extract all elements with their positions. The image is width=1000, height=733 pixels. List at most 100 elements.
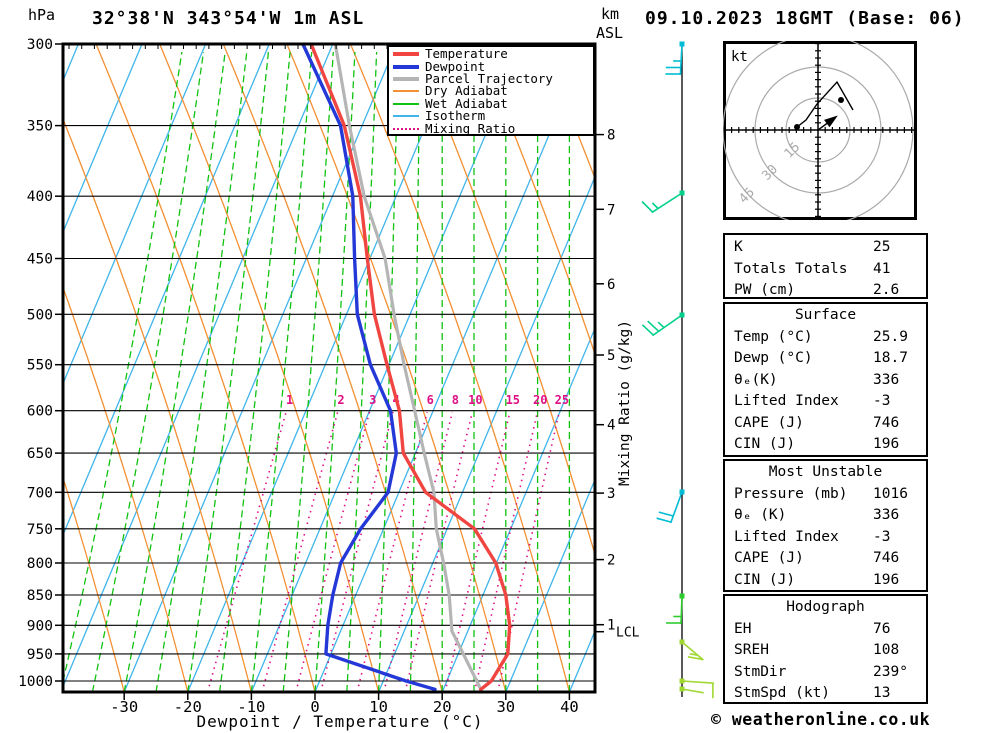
dewpoint-curve bbox=[301, 44, 437, 692]
stat-value: 196 bbox=[873, 436, 900, 452]
stat-label: EH bbox=[734, 620, 752, 637]
mixing-ratio-value-label: 20 bbox=[533, 393, 547, 407]
hodograph-ticks bbox=[723, 42, 913, 217]
mixing-ratio-value-label: 1 bbox=[286, 393, 293, 407]
legend-item: Wet Adiabat bbox=[393, 97, 593, 110]
stat-row: θₑ (K) 336 bbox=[725, 504, 926, 526]
pressure-tick-label: 800 bbox=[27, 556, 53, 572]
stat-label: CAPE (J) bbox=[734, 550, 804, 566]
stat-value: 746 bbox=[873, 414, 900, 431]
temperature-tick-label: 20 bbox=[433, 698, 452, 716]
stat-row: PW (cm) 2.6 bbox=[725, 279, 926, 301]
stat-value: 239° bbox=[873, 663, 908, 680]
stat-row: StmSpd (kt) 13 bbox=[725, 682, 926, 704]
wind-barb bbox=[665, 41, 685, 76]
stat-value: 13 bbox=[873, 685, 891, 701]
legend-line-sample bbox=[393, 102, 419, 105]
km-tick-label: 7 bbox=[607, 202, 615, 218]
pressure-tick-label: 750 bbox=[27, 522, 53, 538]
hodograph-plot: 15 30 45 kt bbox=[723, 41, 917, 220]
altitude-axis-unit-asl: ASL bbox=[596, 24, 624, 42]
legend-item: Mixing Ratio bbox=[393, 122, 593, 134]
most-unstable-panel: Most Unstable Pressure (mb) 1016 θₑ (K) … bbox=[723, 459, 928, 592]
legend-line-sample bbox=[393, 90, 419, 93]
km-tick-label: 4 bbox=[607, 418, 615, 434]
stat-label: Totals Totals bbox=[734, 260, 848, 277]
stat-label: CAPE (J) bbox=[734, 414, 804, 431]
x-axis-title: Dewpoint / Temperature (°C) bbox=[196, 712, 484, 731]
stat-label: SREH bbox=[734, 642, 769, 658]
km-tick-label: 1 bbox=[607, 618, 615, 634]
mixing-ratio-value-label: 8 bbox=[452, 393, 459, 407]
stat-row: CAPE (J) 746 bbox=[725, 412, 926, 434]
stat-row: CIN (J) 196 bbox=[725, 569, 926, 591]
mixing-ratio-value-label: 2 bbox=[337, 393, 344, 407]
stability-indices-panel: K 25 Totals Totals 41 PW (cm) 2.6 bbox=[723, 233, 928, 299]
mixing-ratio-lines bbox=[206, 411, 560, 692]
stat-value: 18.7 bbox=[873, 350, 908, 366]
stat-label: StmDir bbox=[734, 663, 787, 680]
mixing-ratio-value-label: 6 bbox=[427, 393, 434, 407]
km-tick-label: 3 bbox=[607, 486, 615, 502]
mixing-ratio-value-label: 15 bbox=[506, 393, 520, 407]
wind-barb bbox=[679, 686, 704, 694]
hodograph-dot bbox=[838, 97, 844, 103]
stat-value: 336 bbox=[873, 507, 900, 523]
wind-barb-column bbox=[641, 41, 714, 699]
wind-barb bbox=[679, 678, 714, 699]
pressure-tick-label: 1000 bbox=[18, 674, 53, 690]
stat-label: θₑ (K) bbox=[734, 507, 787, 523]
temperature-tick-label: 0 bbox=[310, 698, 319, 716]
hodograph-dot bbox=[794, 124, 800, 130]
storm-motion-arrowhead bbox=[824, 115, 838, 128]
km-tick-label: 6 bbox=[607, 277, 615, 293]
temperature-axis: -30 -20 -10 0 10 20 30 40 bbox=[110, 692, 579, 716]
pressure-tick-label: 850 bbox=[27, 588, 53, 604]
pressure-axis-unit: hPa bbox=[28, 6, 56, 24]
wind-barb bbox=[666, 593, 685, 625]
stat-row: StmDir 239° bbox=[725, 661, 926, 683]
pressure-tick-label: 400 bbox=[27, 189, 53, 205]
stat-label: Lifted Index bbox=[734, 393, 839, 409]
mixing-ratio-value-label: 25 bbox=[555, 393, 569, 407]
pressure-tick-label: 900 bbox=[27, 618, 53, 634]
stat-row: Dewp (°C) 18.7 bbox=[725, 347, 926, 369]
legend-item-label: Dewpoint bbox=[425, 58, 486, 74]
stat-label: Dewp (°C) bbox=[734, 350, 813, 366]
pressure-tick-label: 500 bbox=[27, 307, 53, 323]
legend-item-label: Parcel Trajectory bbox=[425, 70, 553, 86]
wind-barb bbox=[641, 312, 685, 337]
pressure-tick-label: 700 bbox=[27, 485, 53, 501]
pressure-tick-label: 350 bbox=[27, 119, 53, 135]
legend-line-sample bbox=[393, 115, 419, 118]
temperature-tick-label: -30 bbox=[110, 698, 138, 716]
stat-row: θₑ(K) 336 bbox=[725, 369, 926, 391]
legend-item: Dewpoint bbox=[393, 60, 593, 72]
temperature-tick-label: -10 bbox=[237, 698, 265, 716]
legend-item-label: Temperature bbox=[425, 46, 508, 62]
stat-row: Totals Totals 41 bbox=[725, 258, 926, 280]
stat-label: Pressure (mb) bbox=[734, 485, 848, 502]
km-tick-label: 5 bbox=[607, 348, 615, 364]
km-asl-axis: 1 2 3 4 5 6 7 8 LCL bbox=[595, 128, 640, 641]
pressure-tick-label: 600 bbox=[27, 404, 53, 420]
stat-value: -3 bbox=[873, 393, 891, 409]
mixing-ratio-labels: 1 2 3 4 6 8 10 15 20 25 bbox=[286, 393, 569, 407]
pressure-tick-label: 550 bbox=[27, 358, 53, 374]
stat-row: Pressure (mb) 1016 bbox=[725, 483, 926, 505]
stat-label: Lifted Index bbox=[734, 528, 839, 545]
chart-legend: Temperature Dewpoint Parcel Trajectory D… bbox=[387, 45, 595, 136]
stat-value: 25.9 bbox=[873, 328, 908, 345]
stat-value: 108 bbox=[873, 642, 900, 658]
copyright-text: © weatheronline.co.uk bbox=[711, 710, 931, 729]
legend-line-sample bbox=[393, 127, 419, 130]
pressure-tick-label: 450 bbox=[27, 252, 53, 268]
station-title: 32°38'N 343°54'W 1m ASL bbox=[92, 8, 365, 29]
panel-header: Surface bbox=[794, 307, 857, 323]
stat-label: CIN (J) bbox=[734, 571, 796, 588]
hodograph-unit-label: kt bbox=[731, 49, 748, 65]
stat-row: CIN (J) 196 bbox=[725, 433, 926, 455]
stat-label: K bbox=[734, 239, 743, 255]
